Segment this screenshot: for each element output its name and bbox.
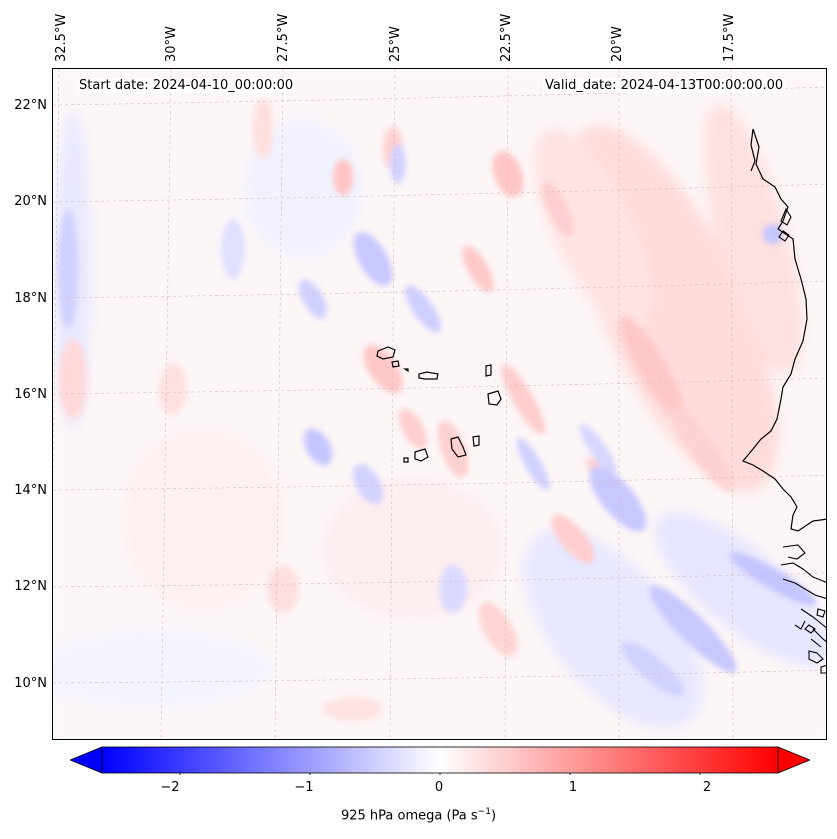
island-brava xyxy=(403,457,409,463)
start-date-label: Start date: 2024-04-10_00:00:00 xyxy=(77,78,296,93)
lat-label-16: 16°N xyxy=(14,387,47,402)
island-santo-antao xyxy=(376,346,396,360)
lat-label-18: 18°N xyxy=(14,291,47,306)
colorbar-extend-min xyxy=(70,746,103,774)
lon-label-27-5: 27.5°W xyxy=(276,13,291,62)
island-sal xyxy=(485,364,492,377)
map-panel[interactable] xyxy=(52,68,827,740)
coastline-bijagos xyxy=(804,608,826,674)
graticule xyxy=(53,69,826,739)
lat-label-12: 12°N xyxy=(14,579,47,594)
lon-label-22-5: 22.5°W xyxy=(499,13,514,62)
coastline-west-africa xyxy=(742,128,826,532)
lon-label-32-5: 32.5°W xyxy=(54,13,69,62)
coastline-gambia-guinea xyxy=(780,544,826,648)
colorbar-body xyxy=(101,746,779,774)
island-santiago xyxy=(450,436,467,458)
island-sao-vicente xyxy=(391,360,400,368)
colorbar-tick-neg2: −2 xyxy=(160,780,180,795)
lon-label-20: 20°W xyxy=(610,26,625,62)
omega-field-detail xyxy=(58,99,817,721)
colorbar-tick-marks xyxy=(179,773,701,775)
lat-label-10: 10°N xyxy=(14,676,47,691)
island-maio xyxy=(472,435,480,447)
colorbar-extend-max xyxy=(777,746,810,774)
lon-label-30: 30°W xyxy=(164,26,179,62)
cape-verde-islands xyxy=(376,346,502,463)
omega-field-broad xyxy=(53,69,826,739)
colorbar xyxy=(70,746,810,775)
colorbar-tick-neg1: −1 xyxy=(294,780,314,795)
colorbar-title: 925 hPa omega (Pa s−1) xyxy=(340,807,497,824)
island-santa-luzia xyxy=(403,368,409,373)
lon-label-17-5: 17.5°W xyxy=(722,13,737,62)
colorbar-tick-2: 2 xyxy=(702,780,712,795)
island-fogo xyxy=(414,448,429,462)
colorbar-tick-1: 1 xyxy=(568,780,578,795)
lat-label-14: 14°N xyxy=(14,483,47,498)
colorbar-tick-0: 0 xyxy=(434,780,444,795)
island-boa-vista xyxy=(487,390,502,406)
lat-label-20: 20°N xyxy=(14,194,47,209)
island-sao-nicolau xyxy=(418,371,439,380)
coastline-banc-arguin xyxy=(778,207,792,242)
lon-label-25: 25°W xyxy=(388,26,403,62)
lat-label-22: 22°N xyxy=(14,98,47,113)
omega-field-map xyxy=(53,69,826,739)
valid-date-label: Valid_date: 2024-04-13T00:00:00.00 xyxy=(543,78,786,93)
